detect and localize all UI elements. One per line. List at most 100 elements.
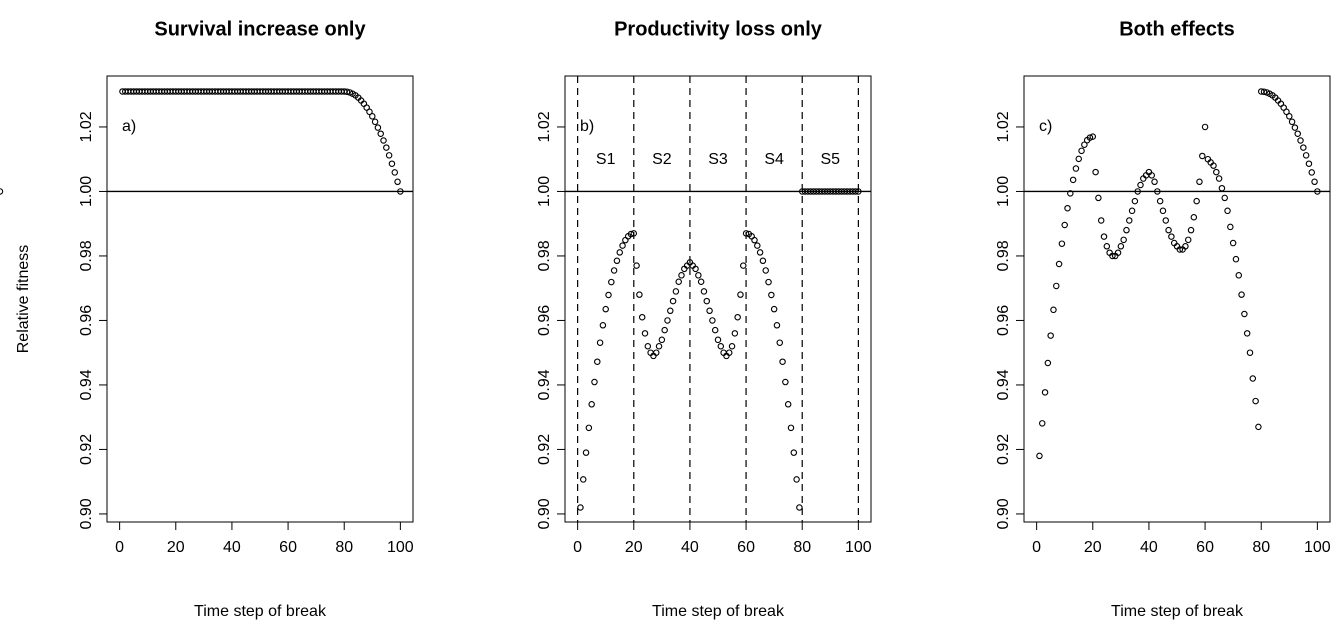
point (1154, 188, 1161, 195)
x-tick-label: 0 (573, 539, 582, 556)
y-tick-label: 1.00 (995, 176, 1012, 207)
point (1190, 213, 1198, 221)
point (599, 322, 607, 329)
point (1297, 137, 1304, 144)
panel-annotation: a) (122, 118, 136, 135)
point (343, 88, 351, 96)
point (619, 242, 626, 249)
point (1036, 452, 1043, 460)
point (1311, 178, 1318, 186)
point (1235, 272, 1243, 279)
point (658, 336, 666, 344)
y-tick-label: 0.90 (536, 498, 553, 529)
point (385, 152, 393, 159)
point (855, 188, 862, 195)
point (1196, 178, 1203, 186)
x-tick-label: 80 (335, 539, 353, 556)
point (709, 317, 716, 324)
panel-annotation: b) (580, 118, 594, 135)
point (1246, 349, 1254, 356)
point (1072, 165, 1080, 172)
x-tick-label: 0 (115, 539, 124, 556)
y-tick-label: 0.98 (536, 240, 553, 271)
point (602, 305, 609, 313)
point (1291, 124, 1299, 131)
point (742, 230, 750, 237)
point (377, 130, 384, 137)
point (1238, 291, 1245, 298)
x-tick-label: 20 (625, 539, 643, 556)
point (591, 378, 598, 386)
point (610, 267, 618, 274)
y-tick-label: 0.94 (536, 369, 553, 400)
y-tick-label: 1.00 (78, 176, 95, 207)
point (1314, 188, 1321, 195)
point (669, 297, 677, 305)
point (1123, 226, 1130, 234)
y-tick-label: 0.98 (995, 240, 1012, 271)
point (1069, 176, 1077, 184)
point (1182, 243, 1189, 250)
point (1165, 226, 1172, 234)
point (1187, 226, 1195, 234)
point (717, 342, 725, 350)
point (762, 267, 769, 274)
x-tick-label: 20 (167, 539, 185, 556)
point (782, 378, 789, 386)
point (608, 278, 615, 286)
x-tick-label: 40 (223, 539, 241, 556)
point (1064, 204, 1071, 212)
point (765, 278, 772, 286)
y-tick-label: 0.92 (995, 434, 1012, 465)
point (759, 257, 767, 265)
region-label: S4 (764, 151, 784, 168)
point (728, 342, 736, 350)
point (667, 307, 674, 315)
point (1255, 423, 1262, 431)
x-tick-label: 80 (1252, 539, 1270, 556)
point (692, 265, 699, 273)
point (1249, 375, 1257, 382)
point (1215, 175, 1223, 182)
y-tick-label: 0.96 (536, 305, 553, 336)
y-axis-label: Relative fitness (15, 245, 32, 354)
point (711, 326, 719, 334)
point (1081, 141, 1088, 148)
point (1047, 332, 1054, 339)
point (638, 313, 646, 321)
point (1305, 160, 1313, 167)
point (1103, 243, 1111, 250)
point (1078, 147, 1085, 155)
point (605, 291, 612, 299)
point (630, 230, 638, 237)
point (1300, 144, 1307, 151)
point (374, 124, 382, 131)
point (1089, 133, 1097, 140)
point (751, 236, 758, 244)
point (1241, 310, 1248, 318)
point (391, 169, 399, 176)
point (1218, 184, 1226, 192)
point (369, 113, 376, 120)
point (678, 272, 685, 279)
point (579, 476, 587, 483)
point (366, 108, 373, 116)
point (1092, 168, 1099, 176)
x-tick-label: 60 (279, 539, 297, 556)
point (1134, 188, 1141, 195)
point (731, 330, 739, 337)
point (737, 291, 744, 298)
point (1058, 240, 1066, 247)
point (1308, 169, 1316, 176)
point (1227, 223, 1234, 231)
point (1302, 152, 1310, 159)
point (633, 262, 640, 269)
point (1199, 152, 1206, 160)
panel-title: Productivity loss only (614, 18, 823, 40)
point (644, 342, 652, 350)
point (588, 401, 595, 408)
x-tick-label: 20 (1084, 539, 1102, 556)
point (1283, 108, 1290, 116)
